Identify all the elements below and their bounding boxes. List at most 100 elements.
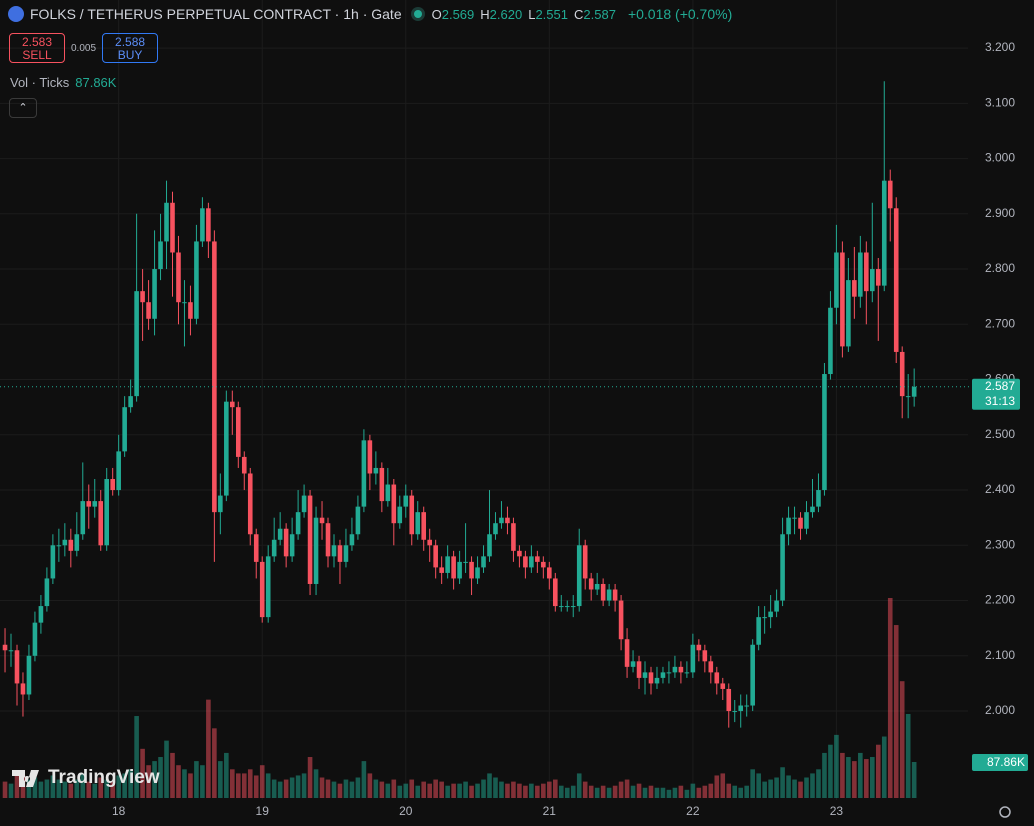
candle-body	[630, 661, 636, 667]
volume-bar	[457, 783, 462, 798]
y-tick-label: 2.900	[985, 206, 1015, 220]
countdown: 31:13	[985, 394, 1015, 408]
volume-bar	[612, 785, 618, 798]
candle-body	[20, 683, 26, 695]
x-tick-label: 19	[256, 804, 270, 818]
candle-body	[594, 583, 600, 590]
y-tick-label: 2.500	[985, 427, 1015, 441]
volume-bar	[780, 767, 785, 798]
candle-body	[684, 672, 690, 674]
candle-body	[391, 484, 397, 524]
volume-bar	[624, 779, 630, 798]
volume-bar	[164, 740, 169, 798]
volume-bar	[905, 713, 911, 798]
candle-body	[176, 252, 181, 303]
candle-body	[313, 517, 319, 584]
candle-body	[325, 523, 331, 557]
candle-body	[858, 252, 863, 297]
candle-body	[600, 583, 606, 601]
candle-body	[828, 307, 833, 375]
candle-body	[541, 561, 546, 568]
volume-bar	[547, 781, 552, 798]
ohlc-key: C	[574, 6, 584, 22]
candle-body	[911, 386, 917, 397]
status-dot	[413, 10, 422, 18]
volume-bar	[816, 769, 821, 798]
candle-body	[798, 517, 803, 529]
candle-body	[289, 534, 295, 557]
volume-bar	[744, 785, 749, 798]
candle-body	[50, 545, 56, 579]
candle-body	[511, 523, 516, 551]
last-price-box	[972, 378, 1020, 410]
volume-bar	[493, 777, 498, 798]
volume-bar	[235, 773, 241, 798]
volume-bar	[535, 785, 540, 798]
candle-body	[433, 545, 438, 568]
candle-body	[666, 672, 672, 674]
collapse-button[interactable]: ⌃	[9, 98, 37, 118]
volume-bar	[798, 781, 803, 798]
volume-bar	[439, 781, 444, 798]
volume-bar	[158, 757, 163, 798]
candle-body	[110, 479, 115, 491]
candle-body	[319, 517, 325, 524]
candle-body	[2, 644, 8, 651]
candle-body	[295, 512, 301, 535]
candle-body	[439, 567, 444, 573]
volume-bar	[116, 775, 121, 798]
volume-bar	[708, 783, 714, 798]
volume-bar	[834, 734, 839, 798]
candle-body	[301, 495, 307, 513]
candle-body	[870, 269, 875, 292]
volume-bar	[110, 781, 115, 798]
candle-body	[887, 180, 893, 209]
volume-bar	[433, 779, 438, 798]
buy-button[interactable]: 2.588 BUY	[102, 33, 159, 63]
ohlc-key: O	[431, 6, 442, 22]
ohlc-value: 2.569	[441, 6, 475, 22]
candle-body	[564, 606, 570, 608]
candle-body	[762, 617, 767, 619]
candle-body	[235, 407, 241, 457]
candle-body	[74, 534, 80, 551]
candle-body	[62, 539, 68, 546]
volume-bar	[684, 789, 690, 798]
candle-body	[702, 650, 708, 662]
candle-body	[247, 473, 253, 535]
volume-bar	[517, 783, 522, 798]
volume-bar	[319, 777, 325, 798]
sell-label: SELL	[22, 48, 52, 62]
volume-bar	[265, 773, 271, 798]
volume-bar	[541, 783, 546, 798]
volume-bar	[899, 681, 905, 798]
volume-bar	[146, 765, 151, 798]
volume-bar	[475, 783, 480, 798]
volume-bar	[8, 783, 14, 798]
candle-body	[636, 661, 642, 678]
x-tick-label: 23	[830, 804, 844, 818]
candle-body	[14, 650, 20, 684]
volume-bar	[200, 765, 205, 798]
volume-bar	[487, 773, 492, 798]
candle-body	[499, 517, 504, 524]
candle-body	[750, 644, 755, 706]
volume-bar	[218, 761, 223, 798]
volume-bar	[576, 773, 582, 798]
sell-button[interactable]: 2.583 SELL	[9, 33, 65, 63]
candle-body	[134, 291, 139, 397]
candle-body	[271, 539, 277, 557]
logo-mark	[12, 770, 39, 787]
volume-bar	[618, 781, 624, 798]
x-tick-label: 20	[399, 804, 413, 818]
volume-bar	[588, 785, 594, 798]
candle-body	[624, 639, 630, 667]
candle-body	[355, 506, 361, 535]
volume-bar	[678, 785, 684, 798]
y-tick-label: 3.200	[985, 40, 1015, 54]
candle-body	[720, 683, 726, 689]
ohlc-value: 2.587	[583, 6, 616, 22]
change: +0.018 (+0.70%)	[627, 6, 733, 22]
header: FOLKS / TETHERUS PERPETUAL CONTRACT · 1h…	[8, 6, 732, 22]
volume-bar	[864, 759, 869, 798]
